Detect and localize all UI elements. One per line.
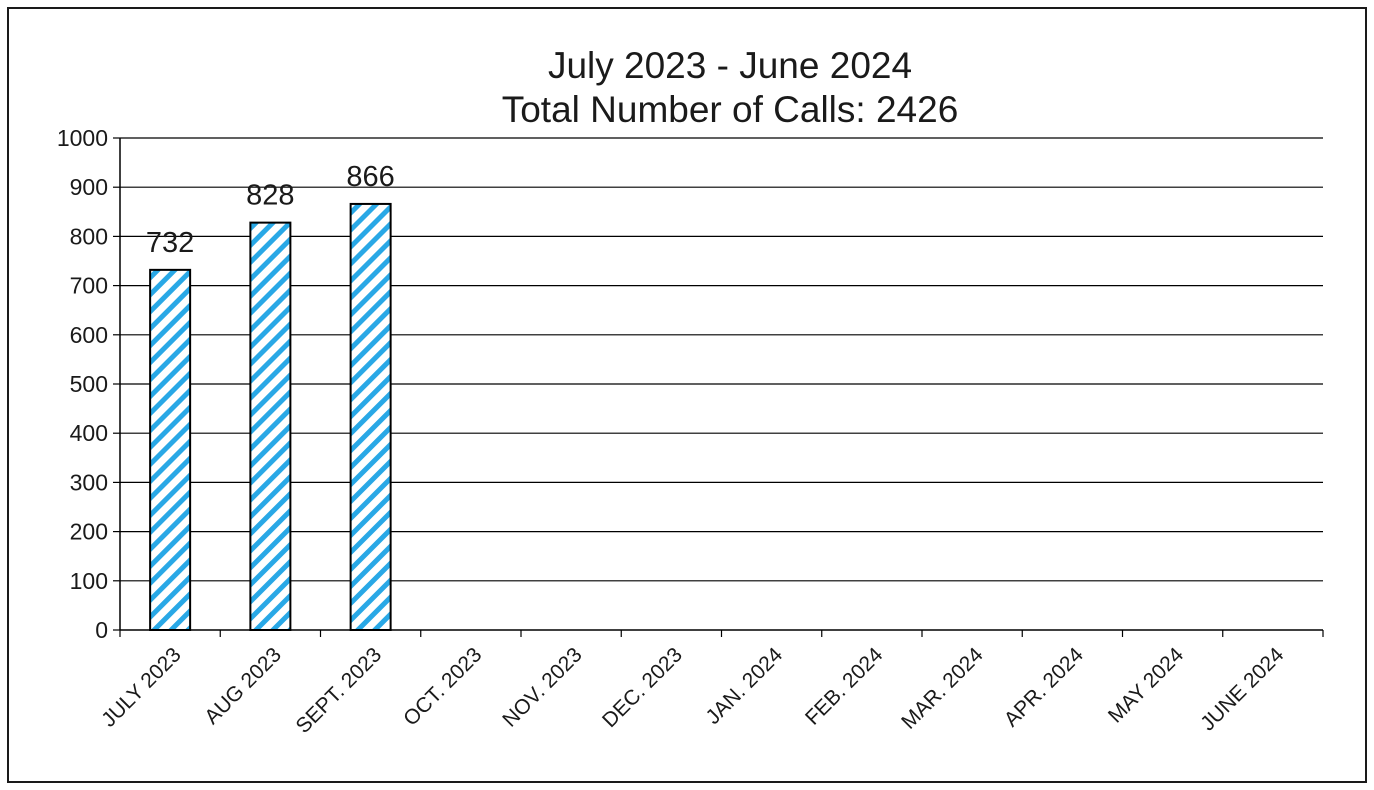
data-label: 828	[246, 180, 294, 212]
y-tick-label: 800	[70, 223, 108, 249]
bar	[149, 268, 192, 631]
y-tick-label: 1000	[57, 125, 108, 151]
y-tick-label: 700	[70, 273, 108, 299]
data-labels: 732 828 866	[146, 161, 395, 259]
chart-subtitle: Total Number of Calls: 2426	[502, 89, 959, 130]
bar	[249, 221, 292, 631]
y-tick-label: 300	[70, 469, 108, 495]
y-tick-label: 600	[70, 322, 108, 348]
y-tick-label: 200	[70, 519, 108, 545]
gridlines	[120, 137, 1323, 582]
chart-title: July 2023 - June 2024	[548, 45, 912, 86]
y-tick-label: 500	[70, 371, 108, 397]
y-tick-label: 400	[70, 420, 108, 446]
y-tick-label: 900	[70, 174, 108, 200]
y-tick-label: 100	[70, 568, 108, 594]
y-tick-label: 0	[95, 617, 108, 643]
bar	[349, 202, 392, 631]
data-label: 732	[146, 227, 194, 259]
chart-frame	[7, 7, 1367, 783]
data-label: 866	[346, 161, 394, 193]
